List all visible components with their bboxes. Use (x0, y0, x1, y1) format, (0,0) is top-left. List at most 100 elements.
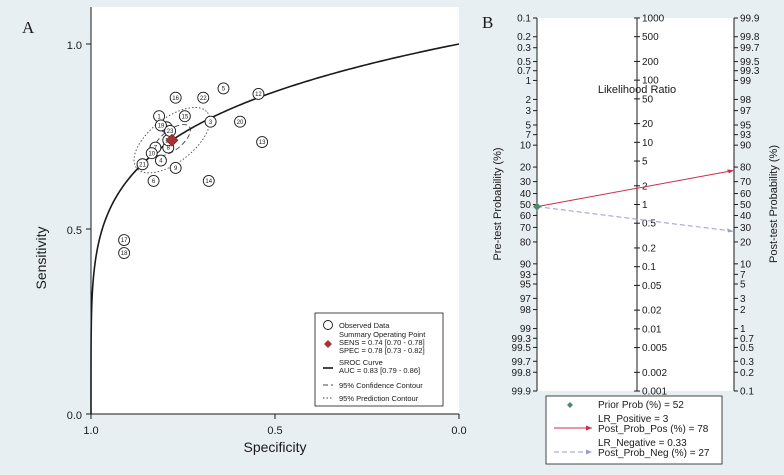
positive-lr-arrowhead (727, 169, 734, 174)
post-test-tick-label: 97 (740, 106, 752, 117)
legend-observed-label: Observed Data (339, 321, 390, 330)
study-point: 9 (169, 161, 182, 174)
lr-tick-label: 0.2 (642, 243, 656, 254)
fagan-legend-box (545, 395, 723, 465)
legend-positive-post-label: Post_Prob_Pos (%) = 78 (598, 424, 709, 435)
x-tick-label: 1.0 (83, 425, 98, 437)
lr-tick-label: 0.1 (642, 262, 656, 273)
study-point: 20 (234, 115, 246, 128)
study-id-label: 7 (154, 146, 158, 152)
study-point: 14 (202, 174, 215, 187)
study-point: 5 (217, 82, 230, 95)
study-point: 12 (252, 87, 265, 100)
post-test-tick-label: 0.2 (740, 368, 754, 379)
legend-positive-label: LR_Positive = 3 (598, 414, 669, 425)
study-point: 6 (147, 174, 160, 187)
study-point: 10 (145, 147, 158, 160)
pre-test-tick-label: 70 (520, 223, 532, 234)
study-marker (202, 174, 215, 187)
study-point: 13 (256, 136, 269, 149)
study-marker (147, 174, 160, 187)
pre-test-tick-label: 99.7 (512, 357, 532, 368)
post-test-tick-label: 95 (740, 120, 752, 131)
negative-lr-arrowhead (727, 228, 734, 233)
study-marker (234, 115, 246, 128)
pre-test-tick-label: 95 (520, 280, 532, 291)
post-test-tick-label: 2 (740, 305, 746, 316)
study-id-label: 4 (159, 159, 163, 165)
study-point: 22 (197, 91, 210, 104)
pre-test-tick-label: 60 (520, 211, 532, 222)
study-id-label: 18 (121, 251, 128, 257)
study-point: 3 (204, 115, 217, 128)
pre-test-tick-label: 3 (525, 106, 531, 117)
study-id-label: 21 (139, 162, 146, 168)
pre-test-tick-label: 1 (525, 76, 531, 87)
legend-negative-label: LR_Negative = 0.33 (598, 438, 687, 449)
lr-tick-label: 100 (642, 76, 659, 87)
post-test-tick-label: 60 (740, 189, 752, 200)
lr-tick-label: 1 (642, 200, 648, 211)
lr-tick-label: 0.002 (642, 368, 667, 379)
legend-box (314, 312, 444, 407)
study-id-label: 20 (237, 120, 244, 126)
pre-test-tick-label: 99.9 (512, 387, 532, 398)
study-id-label: 14 (205, 179, 212, 185)
y-tick-label: 0.0 (67, 410, 82, 422)
study-marker (169, 161, 182, 174)
pre-test-tick-label: 0.1 (517, 14, 531, 25)
study-id-label: 6 (152, 179, 156, 185)
panel-b-letter: B (482, 13, 493, 32)
pre-test-tick-label: 5 (525, 120, 531, 131)
post-test-tick-label: 0.7 (740, 334, 754, 345)
legend-negative-post-label: Post_Prob_Neg (%) = 27 (598, 448, 710, 459)
study-id-label: 12 (255, 92, 262, 98)
pre-test-tick-label: 99.5 (512, 343, 532, 354)
study-marker (217, 82, 230, 95)
study-id-label: 3 (209, 120, 213, 126)
post-test-tick-label: 99.7 (740, 43, 760, 54)
lr-tick-label: 1000 (642, 13, 665, 24)
study-marker (252, 87, 265, 100)
x-tick-label: 0.5 (267, 425, 282, 437)
lr-tick-label: 0.02 (642, 306, 662, 317)
pre-test-tick-label: 90 (520, 259, 532, 270)
y-tick-label: 0.5 (67, 225, 82, 237)
pre-test-tick-label: 99.3 (512, 334, 532, 345)
post-test-tick-label: 99.5 (740, 57, 760, 68)
lr-tick-label: 200 (642, 57, 659, 68)
post-test-tick-label: 70 (740, 177, 752, 188)
post-test-tick-label: 93 (740, 130, 752, 141)
pre-test-tick-label: 7 (525, 130, 531, 141)
lr-tick-label: 0.05 (642, 281, 662, 292)
fagan-panel: B 0.10.10.20.20.30.30.50.50.70.711223355… (482, 13, 780, 465)
study-marker (169, 91, 182, 104)
study-id-label: 9 (174, 166, 178, 172)
pre-test-tick-label: 99 (520, 324, 532, 335)
study-id-label: 15 (181, 114, 188, 120)
legend-negative-arrowhead (586, 449, 592, 455)
post-test-tick-label: 30 (740, 223, 752, 234)
study-point: 17 (118, 234, 131, 247)
study-id-label: 8 (167, 146, 171, 152)
panel-a-letter: A (22, 18, 35, 37)
lr-tick-label: 0.01 (642, 324, 662, 335)
post-test-tick-label: 99.8 (740, 32, 760, 43)
study-marker (256, 136, 269, 149)
prior-probability-marker (533, 202, 541, 211)
study-marker (178, 110, 191, 123)
pre-test-tick-label: 80 (520, 237, 532, 248)
sroc-axes: 0.0 0.5 1.0 1.0 0.5 0.0 (67, 7, 467, 437)
lr-tick-label: 0.005 (642, 343, 667, 354)
legend-confidence-label: 95% Confidence Contour (339, 381, 423, 390)
lr-tick-label: 20 (642, 119, 654, 130)
post-test-tick-label: 90 (740, 141, 752, 152)
study-point: 23 (164, 124, 177, 137)
post-test-tick-label: 50 (740, 200, 752, 211)
y-axis-label: Sensitivity (33, 226, 49, 289)
legend-summary-marker (324, 340, 332, 348)
lr-tick-label: 5 (642, 157, 648, 168)
post-test-tick-label: 3 (740, 294, 746, 305)
pre-test-tick-label: 20 (520, 163, 532, 174)
